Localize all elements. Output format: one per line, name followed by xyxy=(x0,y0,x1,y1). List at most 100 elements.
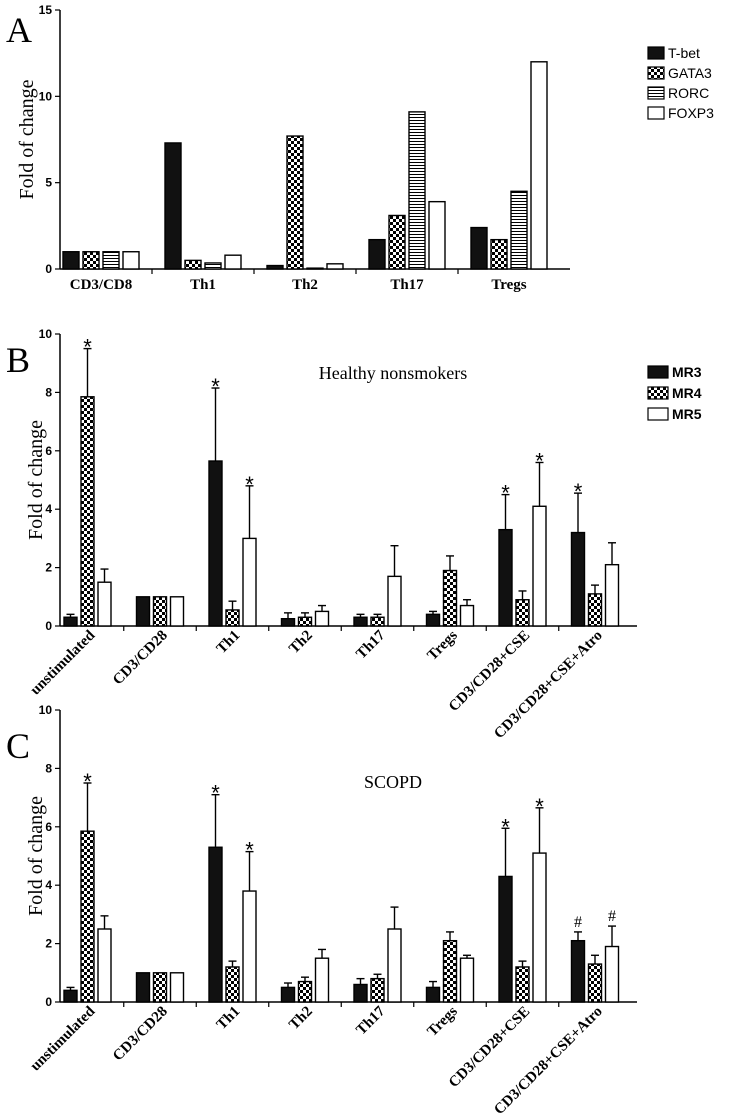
panel-c-x-label-th17: Th17 xyxy=(353,1003,388,1038)
panel-b-y-tick-label: 4 xyxy=(45,502,52,516)
panel-c-bar-mr5-tregs xyxy=(459,957,475,1003)
panel-a-legend-swatch-foxp3 xyxy=(647,106,665,120)
panel-c-bar-mr4-th17 xyxy=(370,977,385,1003)
panel-b-legend-swatch-mr4 xyxy=(647,386,669,400)
panel-a-bar-foxp3-th1 xyxy=(224,254,242,270)
panel-c-title: SCOPD xyxy=(364,772,422,792)
panel-b-significance-mark: * xyxy=(245,472,254,497)
panel-a-x-label-tregs: Tregs xyxy=(491,277,526,293)
panel-c-bar-mr5-cd3-cd28-cse xyxy=(532,852,547,1003)
panel-a-bar-t-bet-th2 xyxy=(266,264,284,270)
panel-a-bar-t-bet-th17 xyxy=(368,238,386,270)
panel-c-bar-mr3-cd3-cd28-cse xyxy=(498,875,513,1003)
panel-b-legend-label-mr5: MR5 xyxy=(672,406,702,422)
panel-c-y-label: Fold of change xyxy=(25,796,47,916)
panel-b-x-label-cd3-cd28: CD3/CD28 xyxy=(110,628,171,689)
panel-c-bar-mr4-tregs xyxy=(442,939,458,1003)
panel-c-x-label-th1: Th1 xyxy=(214,1004,244,1034)
panel-c-x-label-unstimulated: unstimulated xyxy=(27,1003,98,1074)
panel-c-bar-mr3-cd3-cd28 xyxy=(135,972,151,1003)
panel-c-significance-mark: * xyxy=(535,794,544,819)
panel-a-bar-rorc-cd3-cd8 xyxy=(102,251,120,270)
panel-b-legend-label-mr4: MR4 xyxy=(672,385,702,401)
panel-b-y-tick-label: 2 xyxy=(45,561,52,575)
panel-b-x-label-th1: Th1 xyxy=(214,628,244,658)
panel-b-bar-mr4-cd3-cd28-cse xyxy=(515,599,530,627)
panel-a-y-tick-label: 5 xyxy=(45,176,52,190)
panel-c-y-tick-label: 10 xyxy=(39,703,53,717)
panel-a-x-label-th17: Th17 xyxy=(390,277,424,293)
panel-a: A 0 5 10 15 Fold of change CD3/CD8 Th1 Th2 Th17 Tr… xyxy=(6,3,714,293)
panel-c-x-label-th2: Th2 xyxy=(286,1004,316,1034)
panel-b-bar-mr4-cd3-cd28-cse-atro xyxy=(587,593,603,627)
panel-b-bar-mr3-th2 xyxy=(280,618,296,627)
panel-c-bar-mr5-cd3-cd28-cse-atro xyxy=(604,945,620,1003)
panel-b-y-tick-label: 8 xyxy=(45,385,52,399)
panel-b-bar-mr4-th2 xyxy=(297,616,313,627)
panel-c-y-tick-label: 2 xyxy=(45,937,52,951)
panel-c-y-tick-label: 4 xyxy=(45,878,52,892)
panel-b-y-tick-label: 6 xyxy=(45,444,52,458)
panel-c-significance-mark: * xyxy=(211,781,220,806)
panel-b-significance-mark: * xyxy=(501,481,510,506)
panel-c-bar-mr4-cd3-cd28-cse xyxy=(515,966,530,1003)
panel-c-bar-mr5-th17 xyxy=(387,928,402,1003)
panel-b-bar-mr5-cd3-cd28-cse-atro xyxy=(604,563,620,627)
panel-c-bar-mr4-unstimulated xyxy=(80,830,95,1003)
panel-c-bar-mr4-th1 xyxy=(225,966,240,1003)
panel-a-legend-label-rorc: RORC xyxy=(668,85,709,101)
panel-c-significance-mark: # xyxy=(608,908,616,925)
panel-a-bar-foxp3-th2 xyxy=(326,263,344,270)
panel-c-significance-mark: # xyxy=(574,914,582,931)
panel-a-bar-foxp3-cd3-cd8 xyxy=(122,251,140,270)
panel-b-bar-mr5-unstimulated xyxy=(97,581,112,627)
panel-c-bar-mr4-cd3-cd28 xyxy=(152,972,168,1003)
panel-b-bar-mr4-cd3-cd28 xyxy=(152,596,168,627)
panel-b-bar-mr3-th17 xyxy=(353,616,368,627)
panel-a-legend-label-foxp3: FOXP3 xyxy=(668,105,714,121)
panel-c-significance-mark: * xyxy=(501,814,510,839)
panel-a-bar-t-bet-cd3-cd8 xyxy=(62,251,80,270)
panel-c-y-tick-label: 8 xyxy=(45,761,52,775)
panel-a-y-tick-label: 15 xyxy=(39,3,53,17)
panel-c-significance-mark: * xyxy=(83,769,92,794)
panel-b-significance-mark: * xyxy=(211,374,220,399)
panel-a-bar-rorc-th17 xyxy=(408,111,426,270)
panel-a-legend-label-t-bet: T-bet xyxy=(668,45,700,61)
panel-a-bar-foxp3-tregs xyxy=(530,61,548,270)
panel-c-bar-mr5-th1 xyxy=(242,890,257,1003)
panel-b-bar-mr3-th1 xyxy=(208,460,223,627)
panel-a-bar-gata3-cd3-cd8 xyxy=(82,251,100,270)
panel-a-letter: A xyxy=(6,10,32,50)
panel-b-legend-swatch-mr3 xyxy=(647,365,669,379)
panel-a-legend-swatch-rorc xyxy=(647,86,665,100)
panel-c: C 0 2 4 6 8 10 Fold of change SCOPD * unstimulated… xyxy=(6,703,637,1118)
panel-b-letter: B xyxy=(6,340,30,380)
panel-c-bar-mr5-unstimulated xyxy=(97,928,112,1003)
panel-b-bar-mr5-cd3-cd28-cse xyxy=(532,505,547,627)
panel-a-bar-t-bet-tregs xyxy=(470,226,488,270)
panel-a-x-label-th2: Th2 xyxy=(292,277,318,293)
panel-a-bar-t-bet-th1 xyxy=(164,142,182,270)
panel-a-x-label-th1: Th1 xyxy=(190,277,216,293)
panel-b-bar-mr3-cd3-cd28-cse-atro xyxy=(570,531,586,627)
panel-b-y-label: Fold of change xyxy=(25,420,47,540)
panel-c-bar-mr5-th2 xyxy=(314,957,330,1003)
panel-a-bar-gata3-th17 xyxy=(388,214,406,270)
panel-c-bar-mr3-unstimulated xyxy=(63,989,78,1003)
panel-b-title: Healthy nonsmokers xyxy=(319,363,467,383)
panel-b-x-label-th17: Th17 xyxy=(353,627,388,662)
panel-a-y-label: Fold of change xyxy=(16,79,38,199)
panel-b-significance-mark: * xyxy=(535,448,544,473)
panel-a-legend-swatch-t-bet xyxy=(647,46,665,60)
panel-c-y-tick-label: 6 xyxy=(45,820,52,834)
panel-b-bar-mr5-th2 xyxy=(314,610,330,627)
panel-b-x-label-th2: Th2 xyxy=(286,628,316,658)
panel-b-bar-mr5-th17 xyxy=(387,575,402,627)
panel-b-bar-mr4-th17 xyxy=(370,616,385,627)
panel-c-x-label-tregs: Tregs xyxy=(425,1003,461,1039)
panel-b-bar-mr5-cd3-cd28 xyxy=(169,596,185,627)
panel-a-bar-gata3-th1 xyxy=(184,259,202,270)
panel-c-bar-mr3-th2 xyxy=(280,986,296,1003)
